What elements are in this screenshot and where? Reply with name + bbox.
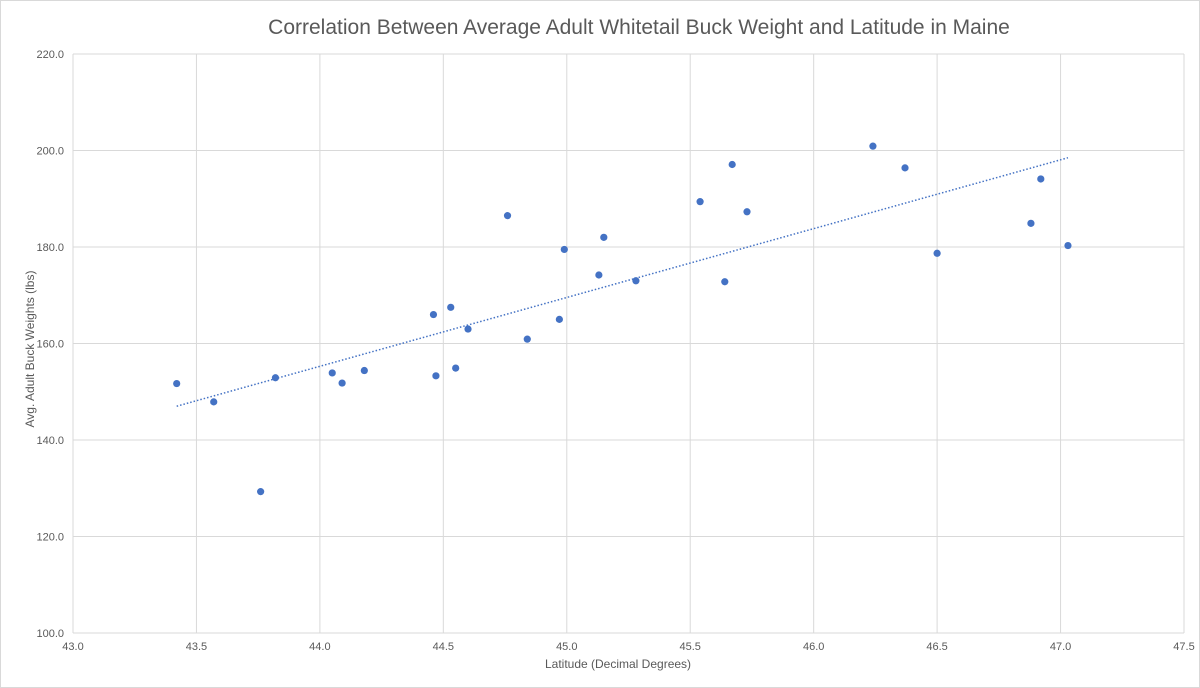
- y-axis-title: Avg. Adult Buck Weights (lbs): [23, 271, 37, 428]
- x-tick-label: 45.0: [556, 641, 577, 653]
- data-point: [523, 335, 531, 343]
- y-tick-label: 220.0: [36, 49, 64, 61]
- x-tick-label: 46.0: [803, 641, 824, 653]
- data-point: [210, 398, 218, 406]
- x-tick-label: 44.5: [433, 641, 454, 653]
- trendline-layer: [176, 157, 1069, 407]
- data-point: [447, 303, 455, 311]
- chart-title: Correlation Between Average Adult Whitet…: [268, 16, 1010, 39]
- y-tick-label: 200.0: [36, 146, 64, 158]
- x-axis-ticks: 43.0 43.5 44.0 44.5 45.0 45.5 46.0 46.5 47.0 47.5: [62, 641, 1194, 653]
- data-points: [173, 142, 1072, 496]
- data-point: [721, 278, 729, 286]
- data-point: [503, 212, 512, 220]
- trendline: [176, 157, 1069, 407]
- x-tick-label: 43.0: [62, 641, 83, 653]
- data-point: [901, 164, 909, 172]
- data-point: [360, 366, 368, 375]
- data-point: [1064, 241, 1072, 250]
- y-tick-label: 100.0: [36, 628, 64, 640]
- data-point: [257, 488, 265, 496]
- y-tick-label: 160.0: [36, 339, 64, 351]
- data-point: [728, 160, 736, 169]
- data-point: [328, 369, 336, 377]
- data-point: [464, 325, 472, 333]
- x-tick-label: 47.5: [1173, 641, 1194, 653]
- data-point: [869, 142, 877, 150]
- data-point: [933, 249, 941, 257]
- data-point: [432, 372, 440, 380]
- data-point: [452, 364, 460, 372]
- data-point: [271, 374, 280, 382]
- data-point: [600, 233, 608, 241]
- data-point: [595, 271, 603, 279]
- data-point: [173, 379, 181, 388]
- x-tick-label: 43.5: [186, 641, 207, 653]
- y-axis-ticks: 100.0 120.0 140.0 160.0 180.0 200.0 220.0: [36, 49, 64, 640]
- data-point: [429, 310, 438, 319]
- data-point: [555, 315, 563, 323]
- data-point: [338, 379, 346, 387]
- data-point: [1027, 219, 1035, 227]
- y-tick-label: 120.0: [36, 532, 64, 544]
- x-tick-label: 44.0: [309, 641, 330, 653]
- gridlines: [72, 53, 1185, 634]
- data-point: [743, 208, 751, 216]
- x-tick-label: 47.0: [1050, 641, 1071, 653]
- y-tick-label: 140.0: [36, 435, 64, 447]
- x-tick-label: 46.5: [926, 641, 947, 653]
- y-tick-label: 180.0: [36, 242, 64, 254]
- x-axis-title: Latitude (Decimal Degrees): [545, 657, 691, 671]
- x-tick-label: 45.5: [680, 641, 701, 653]
- data-point: [696, 198, 704, 206]
- data-point: [632, 277, 640, 285]
- data-point: [1037, 175, 1045, 183]
- data-point: [560, 245, 568, 254]
